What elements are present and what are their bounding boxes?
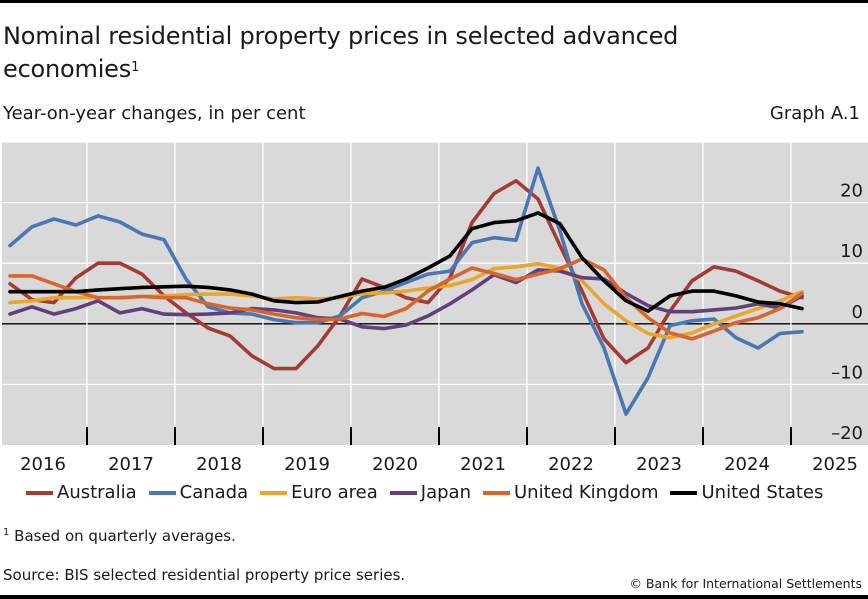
footnote-text: Based on quarterly averages. xyxy=(14,527,236,545)
footnote: 1 Based on quarterly averages. xyxy=(3,527,236,545)
line-chart: –20 –10 0 10 20 2016 2017 2018 2019 2020 2021 2022… xyxy=(2,141,868,470)
chart-title: Nominal residential property prices in s… xyxy=(3,20,703,86)
top-rule xyxy=(0,0,868,3)
x-tick-label: 2017 xyxy=(108,454,154,470)
legend-label: United States xyxy=(701,482,824,503)
legend-swatch xyxy=(26,490,53,495)
x-tick-label: 2021 xyxy=(460,454,506,470)
x-tick-label: 2016 xyxy=(20,454,66,470)
gridlines xyxy=(2,141,868,445)
x-tick-label: 2022 xyxy=(548,454,594,470)
legend: Australia Canada Euro area Japan United King… xyxy=(26,482,835,503)
chart-title-text: Nominal residential property prices in s… xyxy=(3,22,679,83)
legend-label: Australia xyxy=(57,482,137,503)
legend-item-canada: Canada xyxy=(148,482,249,503)
legend-item-euro-area: Euro area xyxy=(260,482,378,503)
series-lines xyxy=(8,166,804,416)
source-note: Source: BIS selected residential propert… xyxy=(3,566,406,584)
legend-label: Japan xyxy=(420,482,471,503)
x-tick-label: 2025 xyxy=(812,454,858,470)
legend-item-australia: Australia xyxy=(26,482,137,503)
series-line-united-states xyxy=(8,211,804,313)
x-tick-label: 2019 xyxy=(284,454,330,470)
bottom-rule xyxy=(0,595,868,599)
x-tick-label: 2020 xyxy=(372,454,418,470)
y-tick-label: –20 xyxy=(831,423,863,444)
x-tick-label: 2018 xyxy=(196,454,242,470)
legend-label: United Kingdom xyxy=(514,482,659,503)
legend-swatch xyxy=(483,490,510,495)
legend-swatch xyxy=(260,490,288,495)
x-axis: 2016 2017 2018 2019 2020 2021 2022 2023 2024 2025 xyxy=(20,427,858,470)
footnote-marker: 1 xyxy=(3,527,10,538)
legend-item-united-kingdom: United Kingdom xyxy=(483,482,658,503)
legend-swatch xyxy=(148,490,176,495)
legend-swatch xyxy=(670,490,698,495)
y-tick-label: –10 xyxy=(831,362,863,383)
x-tick-label: 2023 xyxy=(636,454,682,470)
legend-label: Euro area xyxy=(291,482,378,503)
series-line-canada xyxy=(8,166,804,416)
legend-label: Canada xyxy=(179,482,249,503)
y-tick-label: 10 xyxy=(840,241,863,262)
y-axis-labels: –20 –10 0 10 20 xyxy=(831,181,863,444)
y-tick-label: 20 xyxy=(840,181,863,202)
chart-subtitle: Year-on-year changes, in per cent xyxy=(3,103,306,124)
legend-item-united-states: United States xyxy=(670,482,823,503)
copyright: © Bank for International Settlements xyxy=(629,576,862,591)
x-tick-label: 2024 xyxy=(724,454,770,470)
series-line-japan xyxy=(8,268,804,331)
graph-id: Graph A.1 xyxy=(769,103,860,124)
y-tick-label: 0 xyxy=(852,302,863,323)
title-footnote-marker: 1 xyxy=(131,60,140,75)
legend-swatch xyxy=(389,490,417,495)
series-line-united-kingdom xyxy=(8,257,804,341)
legend-item-japan: Japan xyxy=(389,482,471,503)
